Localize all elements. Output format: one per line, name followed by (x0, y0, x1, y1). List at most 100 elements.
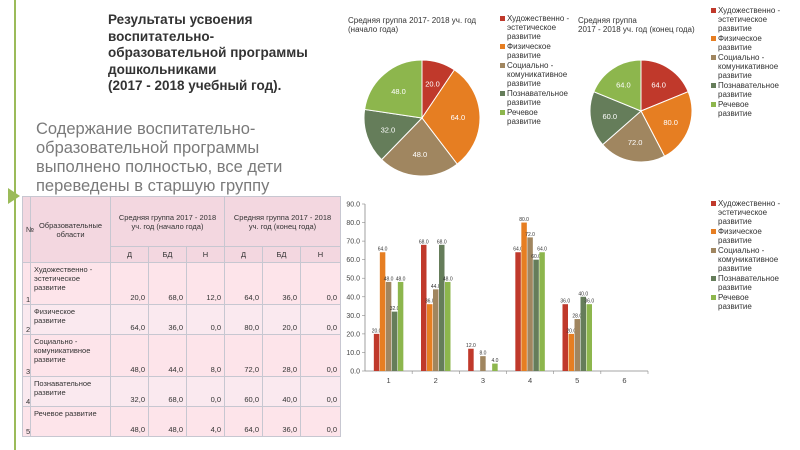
bar (397, 281, 404, 371)
pie-slice (421, 69, 481, 165)
bar (391, 311, 398, 371)
cell: 44,0 (148, 334, 187, 377)
bar-value-label: 48.0 (443, 276, 453, 282)
cell: 8,0 (186, 334, 225, 377)
pie-slice (601, 110, 666, 163)
cell: 72,0 (224, 334, 263, 377)
cell: 0,0 (299, 406, 342, 437)
pie-slice (589, 91, 642, 146)
bar-value-label: 60.0 (531, 254, 541, 260)
table-row: 3 Социально - комуникативное развитие 48… (22, 334, 342, 377)
row-area: Художественно - эстетическое развитие (30, 262, 111, 305)
bar-value-label: 4.0 (491, 358, 498, 364)
row-number: 2 (22, 304, 31, 335)
pie-slice (640, 59, 689, 112)
pie-slice-label: 32.0 (381, 126, 396, 135)
legend-item: Художественно - эстетическое развитие (711, 199, 784, 226)
th-start: Средняя группа 2017 - 2018 уч. год (нача… (110, 196, 225, 247)
bar-value-label: 64.0 (537, 247, 547, 253)
cell: 0,0 (299, 376, 342, 407)
cell: 32,0 (110, 376, 149, 407)
bar-legend: Художественно - эстетическое развитие Физ… (711, 199, 784, 312)
row-area: Социально - комуникативное развитие (30, 334, 111, 377)
bar (373, 333, 380, 371)
cell: 0,0 (299, 304, 342, 335)
pie-slice-label: 48.0 (391, 87, 406, 96)
bar (433, 289, 439, 371)
legend-swatch (711, 55, 716, 60)
cell: 48,0 (110, 334, 149, 377)
x-tick-label: 6 (622, 376, 626, 385)
cell: 20,0 (262, 304, 301, 335)
y-tick-label: 0.0 (350, 369, 360, 376)
pie-slice-label: 48.0 (413, 150, 428, 159)
th-sub-bd2: БД (262, 246, 301, 263)
bar (492, 363, 498, 371)
legend-label: Социально - комуникативное развитие (718, 246, 779, 273)
legend-label: Познавательное развитие (718, 81, 779, 99)
legend-swatch (500, 16, 505, 21)
legend-item: Познавательное развитие (711, 274, 784, 292)
bar (468, 348, 474, 371)
y-tick-label: 80.0 (346, 220, 360, 227)
y-tick-label: 10.0 (346, 350, 360, 357)
table-row: 1 Художественно - эстетическое развитие … (22, 262, 342, 305)
legend-item: Речевое развитие (711, 100, 784, 118)
legend-swatch (500, 44, 505, 49)
y-tick-label: 60.0 (346, 257, 360, 264)
bar-value-label: 36.0 (425, 299, 435, 305)
legend-swatch (711, 295, 716, 300)
bar (445, 281, 451, 371)
bar (568, 333, 574, 371)
cell: 4,0 (186, 406, 225, 437)
cell: 64,0 (224, 262, 263, 305)
legend-item: Речевое развитие (711, 293, 784, 311)
bar (580, 296, 586, 371)
legend-label: Физическое развитие (507, 42, 551, 60)
legend-item: Физическое развитие (500, 42, 573, 60)
legend-item: Речевое развитие (500, 108, 573, 126)
legend-item: Познавательное развитие (711, 81, 784, 99)
pie-start-legend: Художественно - эстетическое развитие Физ… (500, 14, 573, 127)
bar-value-label: 8.0 (479, 351, 486, 357)
legend-item: Познавательное развитие (500, 89, 573, 107)
legend-swatch (500, 110, 505, 115)
legend-label: Художественно - эстетическое развитие (718, 199, 781, 226)
bar (586, 304, 592, 371)
pie-slice (364, 59, 423, 119)
cell: 40,0 (262, 376, 301, 407)
legend-item: Художественно - эстетическое развитие (711, 6, 784, 33)
th-end: Средняя группа 2017 - 2018 уч. год (коне… (223, 196, 342, 247)
th-sub-n2: Н (299, 246, 342, 263)
th-area: Образовательные области (30, 196, 111, 263)
page-title: Результаты усвоения воспитательно- образ… (108, 12, 308, 93)
pie-slice-label: 80.0 (663, 118, 678, 127)
accent-line (14, 0, 16, 450)
legend-label: Познавательное развитие (507, 89, 568, 107)
pie-end-title: Средняя группа 2017 - 2018 уч. год (коне… (578, 16, 695, 34)
x-tick-label: 5 (575, 376, 579, 385)
bar-value-label: 48.0 (384, 276, 394, 282)
legend-item: Социально - комуникативное развитие (711, 246, 784, 273)
bar-value-label: 28.0 (572, 314, 582, 320)
cell: 80,0 (224, 304, 263, 335)
x-tick-label: 1 (386, 376, 390, 385)
pie-slice-label: 64.0 (451, 113, 466, 122)
legend-swatch (500, 91, 505, 96)
cell: 0,0 (299, 262, 342, 305)
cell: 48,0 (110, 406, 149, 437)
x-tick-label: 2 (434, 376, 438, 385)
legend-label: Физическое развитие (718, 227, 762, 245)
bar-value-label: 68.0 (419, 239, 429, 245)
pie-slice-label: 60.0 (603, 112, 618, 121)
cell: 36,0 (148, 304, 187, 335)
table-row: 2 Физическое развитие 64,0 36,0 0,0 80,0… (22, 304, 342, 335)
th-sub-d2: Д (224, 246, 263, 263)
bar-value-label: 48.0 (396, 276, 406, 282)
bar (421, 244, 427, 371)
bar (521, 222, 527, 371)
bar-value-label: 64.0 (378, 247, 388, 253)
legend-swatch (711, 248, 716, 253)
bar (562, 304, 568, 371)
pie-slice-label: 64.0 (616, 81, 631, 90)
